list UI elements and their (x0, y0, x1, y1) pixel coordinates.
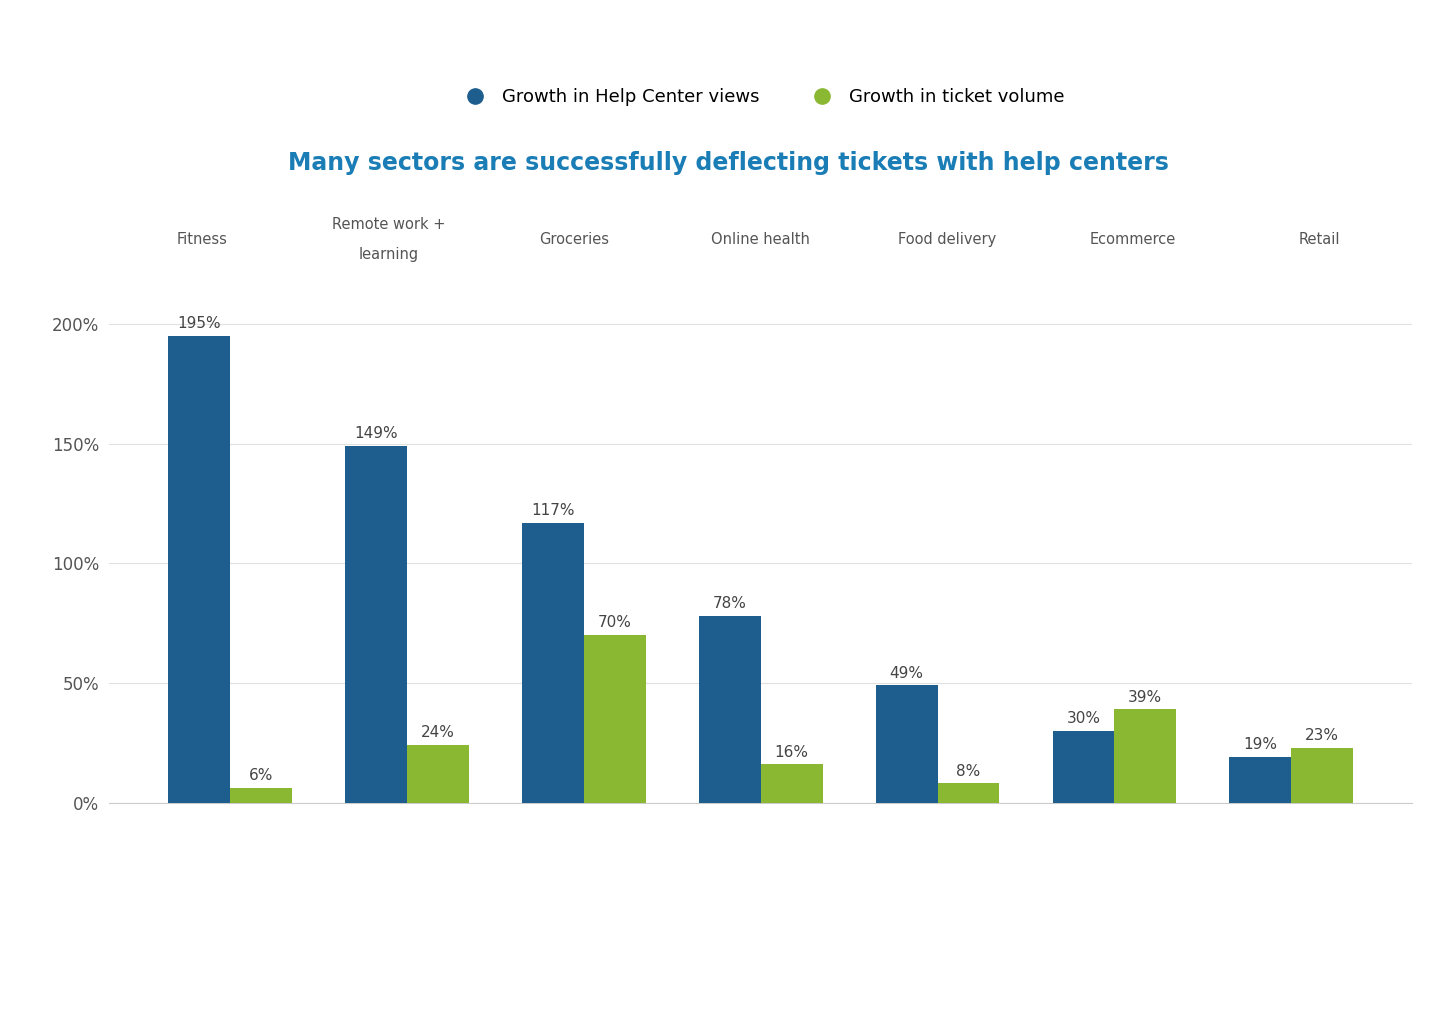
Text: 117%: 117% (531, 503, 575, 518)
Text: 149%: 149% (354, 426, 397, 441)
Text: Remote work +: Remote work + (332, 216, 446, 232)
Text: 30%: 30% (1066, 711, 1101, 726)
Bar (408, 745, 469, 803)
Bar (345, 446, 408, 803)
Text: 19%: 19% (1243, 738, 1277, 752)
Bar (875, 685, 938, 803)
Bar (938, 783, 999, 803)
Bar (584, 635, 646, 803)
Bar (1291, 748, 1353, 803)
Text: learning: learning (358, 247, 418, 262)
Bar (169, 336, 230, 803)
Text: 23%: 23% (1305, 728, 1340, 743)
Text: 8%: 8% (957, 764, 981, 779)
Text: 39%: 39% (1128, 689, 1162, 705)
Text: 78%: 78% (713, 596, 747, 611)
Text: Groceries: Groceries (540, 232, 610, 247)
Text: 6%: 6% (249, 769, 274, 783)
Text: Fitness: Fitness (176, 232, 227, 247)
Text: Growth Rates of Self-Help/Service Systems: Growth Rates of Self-Help/Service System… (290, 28, 1166, 63)
Bar (699, 616, 761, 803)
Text: 16%: 16% (775, 745, 808, 759)
Bar (1229, 757, 1291, 803)
Text: Many sectors are successfully deflecting tickets with help centers: Many sectors are successfully deflecting… (288, 150, 1168, 175)
Legend: Growth in Help Center views, Growth in ticket volume: Growth in Help Center views, Growth in t… (450, 81, 1072, 113)
Text: infopulse: infopulse (620, 948, 836, 992)
Text: 24%: 24% (421, 725, 456, 741)
Bar (230, 788, 293, 803)
Bar (1053, 731, 1114, 803)
Text: 70%: 70% (598, 615, 632, 631)
Text: 195%: 195% (178, 316, 221, 331)
Bar (761, 765, 823, 803)
Bar (1114, 709, 1176, 803)
Text: Ecommerce: Ecommerce (1091, 232, 1176, 247)
Text: Online health: Online health (712, 232, 810, 247)
Text: Retail: Retail (1299, 232, 1340, 247)
Text: Food delivery: Food delivery (898, 232, 996, 247)
Text: 49%: 49% (890, 666, 923, 680)
Bar (523, 523, 584, 803)
